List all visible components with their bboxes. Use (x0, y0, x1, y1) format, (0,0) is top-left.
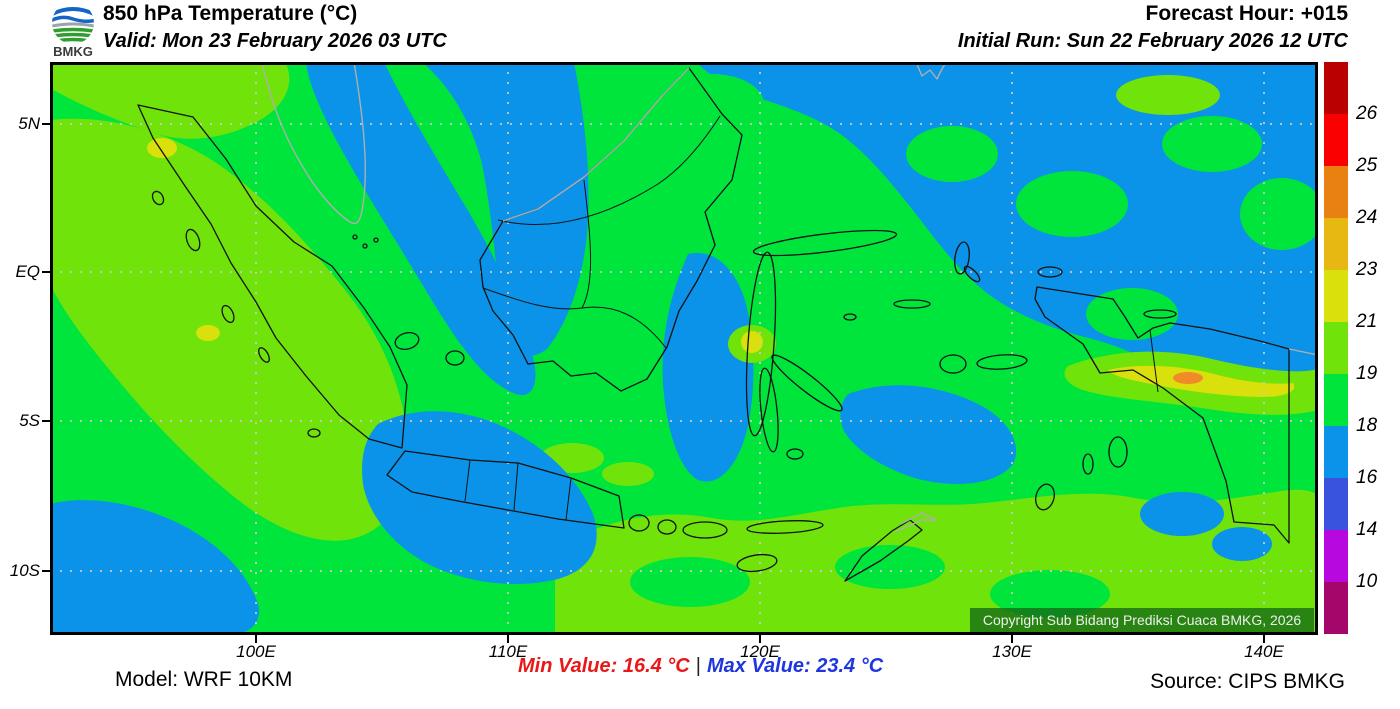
page-title: 850 hPa Temperature (°C) (103, 2, 358, 25)
colorbar-segment (1324, 426, 1348, 478)
source-label: Source: CIPS BMKG (1150, 670, 1345, 693)
lon-tick-label: 140E (1244, 642, 1284, 661)
colorbar-labels: 26 25 24 23 21 19 18 16 14 10 (1356, 62, 1396, 634)
colorbar-tick-label: 19 (1356, 363, 1378, 384)
lon-tick-mark (1011, 635, 1013, 643)
lon-tick-label: 130E (992, 642, 1032, 661)
colorbar-tick-label: 18 (1356, 415, 1378, 436)
lat-tick-label: 5N (18, 114, 40, 133)
lon-tick-mark (507, 635, 509, 643)
copyright-text: Copyright Sub Bidang Prediksi Cuaca BMKG… (983, 612, 1301, 628)
colorbar-tick-label: 24 (1356, 207, 1378, 228)
lon-tick-label: 110E (488, 642, 528, 661)
lat-tick-label: 10S (9, 561, 40, 580)
lon-tick-mark (1263, 635, 1265, 643)
colorbar-tick-label: 16 (1356, 467, 1378, 488)
colorbar-segment (1324, 270, 1348, 322)
bmkg-logo-icon: BMKG (52, 2, 94, 59)
colorbar-segment (1324, 582, 1348, 634)
lon-tick-label: 100E (236, 642, 276, 661)
map-frame (50, 62, 1318, 635)
gridlines (50, 62, 1318, 635)
model-label: Model: WRF 10KM (115, 668, 293, 691)
lon-tick-mark (255, 635, 257, 643)
coastlines-indonesia (137, 67, 1290, 582)
colorbar-tick-label: 21 (1356, 311, 1378, 332)
colorbar-segment (1324, 322, 1348, 374)
lat-tick-mark (42, 570, 50, 572)
copyright-overlay: Copyright Sub Bidang Prediksi Cuaca BMKG… (970, 608, 1314, 632)
colorbar (1324, 62, 1348, 634)
bmkg-logo: BMKG (46, 1, 100, 59)
lat-tick-mark (42, 271, 50, 273)
lat-tick-label: 5S (19, 411, 40, 430)
minmax-separator: | (695, 655, 701, 677)
minmax-values: Min Value: 16.4 °C | Max Value: 23.4 °C (518, 655, 883, 678)
temperature-field (50, 62, 1318, 635)
colorbar-tick-label: 23 (1356, 259, 1378, 280)
colorbar-tick-label: 26 (1356, 103, 1378, 124)
colorbar-tick-label: 14 (1356, 519, 1378, 540)
lat-tick-label: EQ (15, 262, 40, 281)
lon-tick-mark (759, 635, 761, 643)
temperature-map: Copyright Sub Bidang Prediksi Cuaca BMKG… (50, 62, 1318, 635)
colorbar-segment (1324, 374, 1348, 426)
lon-tick-label: 120E (740, 642, 780, 661)
colorbar-segment (1324, 114, 1348, 166)
coastlines-foreign (261, 62, 1318, 533)
valid-time-label: Valid: Mon 23 February 2026 03 UTC (103, 30, 447, 52)
min-value-label: Min Value: 16.4 °C (518, 655, 690, 677)
colorbar-segment (1324, 166, 1348, 218)
lat-tick-mark (42, 123, 50, 125)
colorbar-segment (1324, 218, 1348, 270)
colorbar-segment (1324, 530, 1348, 582)
map-canvas: Copyright Sub Bidang Prediksi Cuaca BMKG… (50, 62, 1318, 635)
lat-tick-mark (42, 420, 50, 422)
colorbar-segment (1324, 478, 1348, 530)
colorbar-tick-label: 10 (1356, 571, 1378, 592)
initial-run-label: Initial Run: Sun 22 February 2026 12 UTC (957, 30, 1348, 52)
bmkg-logo-text: BMKG (53, 44, 93, 59)
forecast-hour-label: Forecast Hour: +015 (1145, 2, 1349, 25)
colorbar-segment (1324, 62, 1348, 114)
max-value-label: Max Value: 23.4 °C (706, 655, 884, 677)
colorbar-tick-label: 25 (1356, 155, 1378, 176)
